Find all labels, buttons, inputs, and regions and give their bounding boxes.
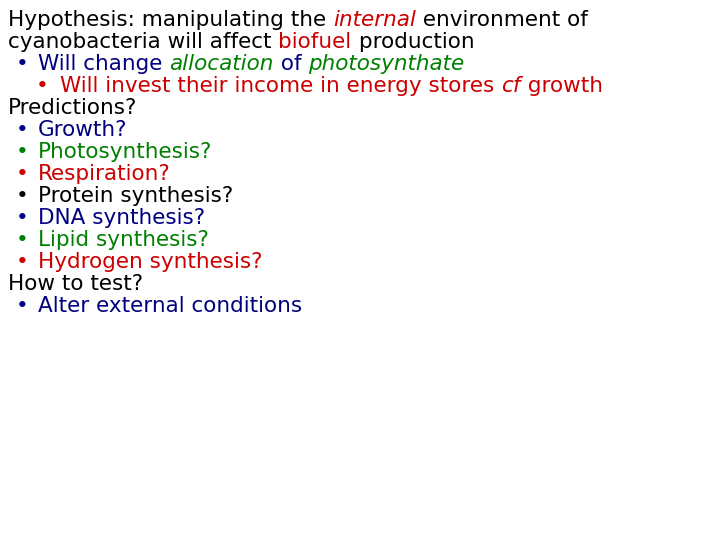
Text: •: • — [16, 164, 29, 184]
Text: photosynthate: photosynthate — [308, 54, 464, 74]
Text: Growth?: Growth? — [38, 120, 127, 140]
Text: growth: growth — [521, 76, 603, 96]
Text: •: • — [16, 120, 29, 140]
Text: •: • — [16, 186, 29, 206]
Text: internal: internal — [333, 10, 416, 30]
Text: How to test?: How to test? — [8, 274, 143, 294]
Text: •: • — [16, 208, 29, 228]
Text: •: • — [16, 142, 29, 162]
Text: cyanobacteria will affect: cyanobacteria will affect — [8, 32, 279, 52]
Text: Will change: Will change — [38, 54, 169, 74]
Text: Predictions?: Predictions? — [8, 98, 138, 118]
Text: Lipid synthesis?: Lipid synthesis? — [38, 230, 209, 250]
Text: biofuel: biofuel — [279, 32, 351, 52]
Text: Respiration?: Respiration? — [38, 164, 171, 184]
Text: of: of — [274, 54, 308, 74]
Text: •: • — [16, 252, 29, 272]
Text: •: • — [16, 54, 29, 74]
Text: Alter external conditions: Alter external conditions — [38, 296, 302, 316]
Text: environment of: environment of — [416, 10, 588, 30]
Text: production: production — [351, 32, 474, 52]
Text: DNA synthesis?: DNA synthesis? — [38, 208, 205, 228]
Text: •: • — [16, 296, 29, 316]
Text: Photosynthesis?: Photosynthesis? — [38, 142, 212, 162]
Text: Hypothesis: manipulating the: Hypothesis: manipulating the — [8, 10, 333, 30]
Text: •: • — [16, 230, 29, 250]
Text: •: • — [36, 76, 49, 96]
Text: Hydrogen synthesis?: Hydrogen synthesis? — [38, 252, 263, 272]
Text: cf: cf — [501, 76, 521, 96]
Text: allocation: allocation — [169, 54, 274, 74]
Text: Protein synthesis?: Protein synthesis? — [38, 186, 233, 206]
Text: Will invest their income in energy stores: Will invest their income in energy store… — [60, 76, 501, 96]
